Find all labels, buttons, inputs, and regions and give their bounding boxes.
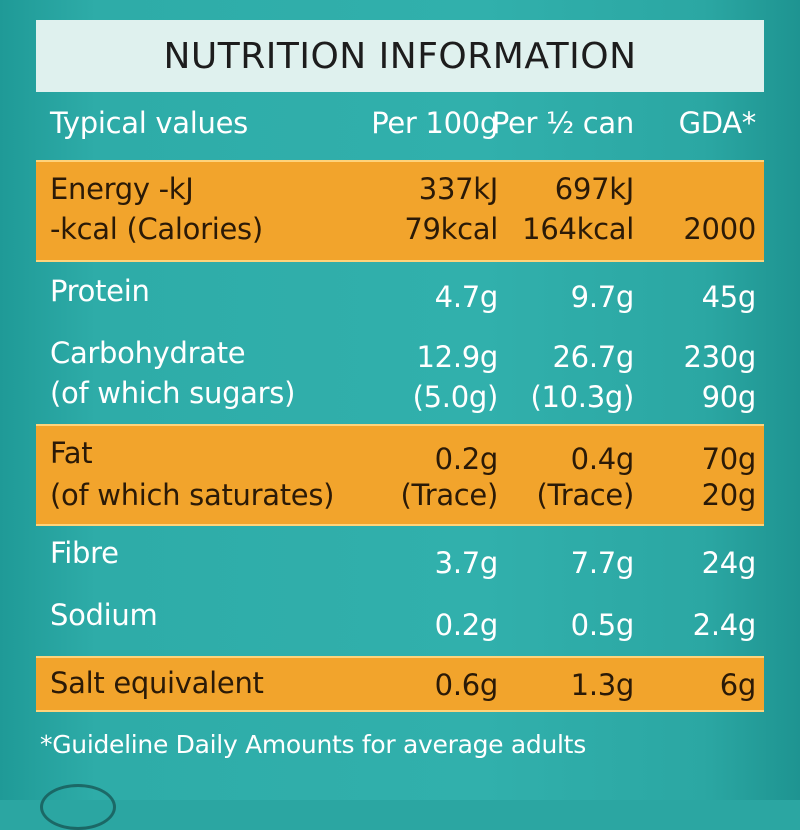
footnote: *Guideline Daily Amounts for average adu… [40,730,586,759]
table-row-fat: Fat 0.2g 0.4g 70g (of which saturates) (… [36,424,764,526]
row-value-gda: 70g [701,442,757,476]
row-label: Fat [50,436,93,470]
row-value-perhalfcan: 697kJ [554,172,635,206]
table-line: (of which saturates) (Trace) (Trace) 20g [36,476,764,516]
row-value-per100g: 0.6g [434,668,499,702]
table-row-fibre: Fibre 3.7g 7.7g 24g [36,534,764,582]
row-value-gda: 45g [701,280,757,314]
row-label: -kcal (Calories) [50,212,263,246]
row-value-per100g: 0.2g [434,442,499,476]
title-box: NUTRITION INFORMATION [36,20,764,92]
row-label: Sodium [50,598,158,632]
row-value-perhalfcan: 7.7g [570,546,635,580]
table-row-carbohydrate: Carbohydrate 12.9g 26.7g 230g (of which … [36,334,764,420]
logo-fragment [40,784,116,830]
row-value-per100g: 4.7g [434,280,499,314]
table-line: Energy -kJ 337kJ 697kJ [36,170,764,210]
row-value-gda: 24g [701,546,757,580]
header-col3: GDA* [678,106,757,140]
row-value-per100g: 79kcal [404,212,498,246]
row-label: (of which sugars) [50,376,296,410]
row-label: Fibre [50,536,119,570]
row-value-gda: 20g [701,478,757,512]
table-row-salt: Salt equivalent 0.6g 1.3g 6g [36,656,764,712]
row-value-per100g: (Trace) [400,478,499,512]
table-row-protein: Protein 4.7g 9.7g 45g [36,272,764,316]
table-line: -kcal (Calories) 79kcal 164kcal 2000 [36,210,764,250]
row-value-per100g: (5.0g) [412,380,499,414]
row-value-gda: 2.4g [692,608,757,642]
row-value-perhalfcan: 9.7g [570,280,635,314]
row-label: Salt equivalent [50,666,264,700]
row-value-gda: 6g [719,668,757,702]
header-label: Typical values [50,106,248,140]
row-value-perhalfcan: (10.3g) [530,380,634,414]
row-value-perhalfcan: 0.5g [570,608,635,642]
table-row-sodium: Sodium 0.2g 0.5g 2.4g [36,596,764,644]
row-label: Carbohydrate [50,336,246,370]
row-value-gda: 230g [683,340,756,374]
header-col1: Per 100g [371,106,498,140]
row-value-per100g: 3.7g [434,546,499,580]
page-title: NUTRITION INFORMATION [163,35,637,77]
table-line: (of which sugars) (5.0g) (10.3g) 90g [36,374,764,414]
row-value-per100g: 0.2g [434,608,499,642]
table-line: Fat 0.2g 0.4g 70g [36,434,764,476]
row-label: Energy -kJ [50,172,194,206]
row-value-per100g: 12.9g [416,340,499,374]
header-row: Typical values Per 100g Per ½ can GDA* [36,104,764,148]
row-label: Protein [50,274,150,308]
row-value-per100g: 337kJ [418,172,499,206]
row-label: (of which saturates) [50,478,335,512]
row-value-perhalfcan: (Trace) [536,478,635,512]
table-line: Carbohydrate 12.9g 26.7g 230g [36,334,764,374]
row-value-perhalfcan: 164kcal [522,212,634,246]
row-value-perhalfcan: 1.3g [570,668,635,702]
row-value-perhalfcan: 26.7g [552,340,635,374]
row-value-gda: 2000 [683,212,756,246]
table-row-energy: Energy -kJ 337kJ 697kJ -kcal (Calories) … [36,160,764,262]
row-value-perhalfcan: 0.4g [570,442,635,476]
row-value-gda: 90g [701,380,757,414]
header-col2: Per ½ can [491,106,634,140]
